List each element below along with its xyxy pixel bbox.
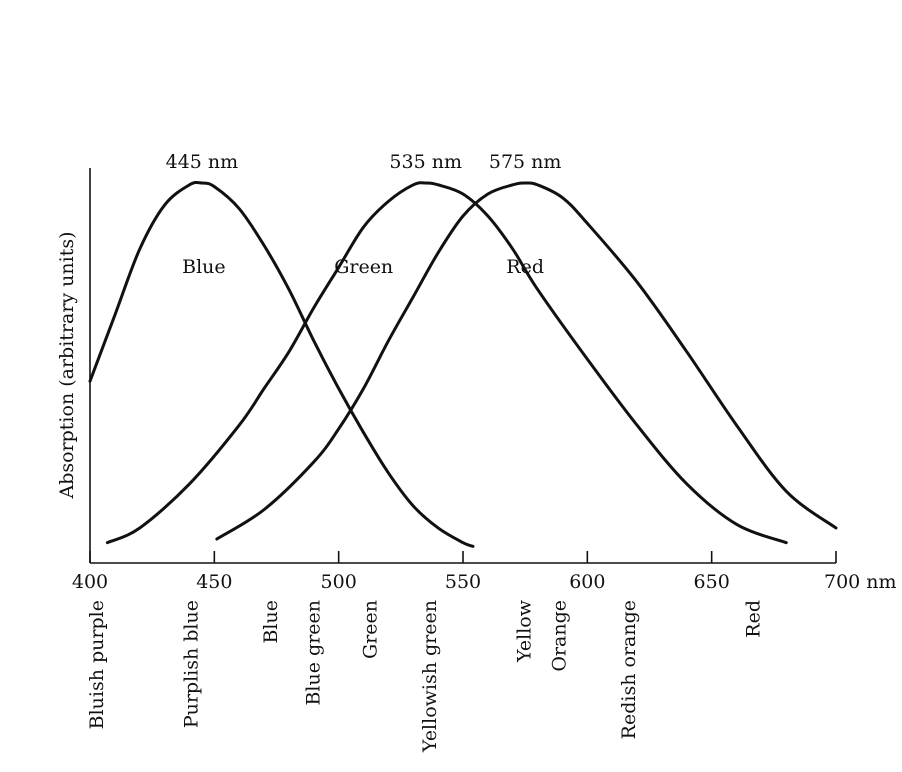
color-name-orange: Orange xyxy=(549,600,571,672)
color-name-blue: Blue xyxy=(260,600,282,644)
color-name-redish-orange: Redish orange xyxy=(618,600,640,739)
green-curve-label: Green xyxy=(334,256,393,278)
curve-labels: Blue Green Red xyxy=(182,256,544,278)
peak-labels: 445 nm 535 nm 575 nm xyxy=(166,151,562,173)
color-name-labels: Bluish purple Purplish blue Blue Blue green… xyxy=(86,599,764,753)
green-curve xyxy=(105,181,788,545)
x-tick-label-650: 650 xyxy=(694,571,730,593)
color-name-yellow: Yellow xyxy=(514,599,536,663)
x-tick-label-700: 700 nm xyxy=(824,571,897,593)
green-peak-label: 535 nm xyxy=(389,151,462,173)
y-axis-title: Absorption (arbitrary units) xyxy=(56,231,78,499)
red-curve-label: Red xyxy=(506,256,544,278)
blue-curve xyxy=(88,180,475,548)
red-peak-label: 575 nm xyxy=(489,151,562,173)
x-tick-label-400: 400 xyxy=(72,571,108,593)
x-tick-label-550: 550 xyxy=(445,571,481,593)
color-name-bluish-purple: Bluish purple xyxy=(86,600,108,729)
absorption-curves xyxy=(88,180,838,548)
red-curve xyxy=(215,181,838,541)
x-tick-label-600: 600 xyxy=(569,571,605,593)
color-name-green: Green xyxy=(360,600,382,659)
x-ticks: 400 450 500 550 600 650 700 nm xyxy=(72,551,897,593)
x-tick-label-500: 500 xyxy=(321,571,357,593)
blue-peak-label: 445 nm xyxy=(166,151,239,173)
blue-curve-label: Blue xyxy=(182,256,226,278)
color-name-yellowish-green: Yellowish green xyxy=(419,600,441,753)
color-name-blue-green: Blue green xyxy=(302,600,324,706)
color-name-purplish-blue: Purplish blue xyxy=(180,600,202,728)
x-tick-label-450: 450 xyxy=(196,571,232,593)
color-name-red: Red xyxy=(742,600,764,638)
